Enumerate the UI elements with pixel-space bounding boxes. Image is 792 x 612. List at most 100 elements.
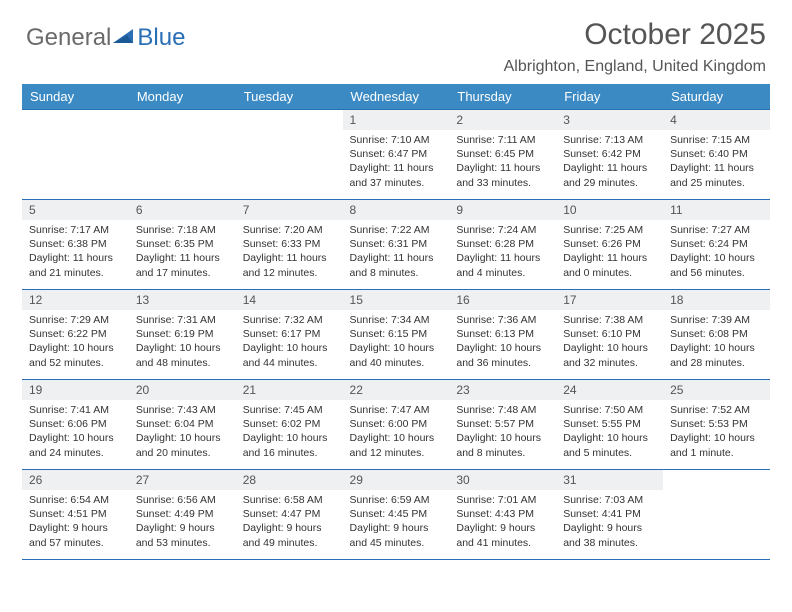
day-number: 27	[129, 470, 236, 490]
calendar-cell: 10Sunrise: 7:25 AMSunset: 6:26 PMDayligh…	[556, 200, 663, 290]
weekday-header: Saturday	[663, 84, 770, 110]
weekday-header: Sunday	[22, 84, 129, 110]
calendar-cell: 6Sunrise: 7:18 AMSunset: 6:35 PMDaylight…	[129, 200, 236, 290]
calendar-row: 5Sunrise: 7:17 AMSunset: 6:38 PMDaylight…	[22, 200, 770, 290]
calendar-cell: 20Sunrise: 7:43 AMSunset: 6:04 PMDayligh…	[129, 380, 236, 470]
triangle-icon	[113, 24, 135, 52]
calendar-cell: 19Sunrise: 7:41 AMSunset: 6:06 PMDayligh…	[22, 380, 129, 470]
calendar-cell: 3Sunrise: 7:13 AMSunset: 6:42 PMDaylight…	[556, 110, 663, 200]
day-details: Sunrise: 7:10 AMSunset: 6:47 PMDaylight:…	[343, 130, 450, 196]
calendar-row: 1Sunrise: 7:10 AMSunset: 6:47 PMDaylight…	[22, 110, 770, 200]
day-details: Sunrise: 7:45 AMSunset: 6:02 PMDaylight:…	[236, 400, 343, 466]
day-number: 5	[22, 200, 129, 220]
calendar-body: 1Sunrise: 7:10 AMSunset: 6:47 PMDaylight…	[22, 110, 770, 560]
day-number: 26	[22, 470, 129, 490]
weekday-header: Tuesday	[236, 84, 343, 110]
day-number: 8	[343, 200, 450, 220]
day-details: Sunrise: 7:32 AMSunset: 6:17 PMDaylight:…	[236, 310, 343, 376]
calendar-cell: 28Sunrise: 6:58 AMSunset: 4:47 PMDayligh…	[236, 470, 343, 560]
logo-text-blue: Blue	[137, 24, 185, 52]
calendar-row: 19Sunrise: 7:41 AMSunset: 6:06 PMDayligh…	[22, 380, 770, 470]
day-number: 12	[22, 290, 129, 310]
day-details: Sunrise: 7:47 AMSunset: 6:00 PMDaylight:…	[343, 400, 450, 466]
calendar-cell: 7Sunrise: 7:20 AMSunset: 6:33 PMDaylight…	[236, 200, 343, 290]
calendar-cell: 27Sunrise: 6:56 AMSunset: 4:49 PMDayligh…	[129, 470, 236, 560]
day-details: Sunrise: 7:13 AMSunset: 6:42 PMDaylight:…	[556, 130, 663, 196]
day-number: 17	[556, 290, 663, 310]
calendar-cell: 9Sunrise: 7:24 AMSunset: 6:28 PMDaylight…	[449, 200, 556, 290]
calendar-cell: 11Sunrise: 7:27 AMSunset: 6:24 PMDayligh…	[663, 200, 770, 290]
day-details: Sunrise: 7:11 AMSunset: 6:45 PMDaylight:…	[449, 130, 556, 196]
day-details: Sunrise: 7:27 AMSunset: 6:24 PMDaylight:…	[663, 220, 770, 286]
day-details: Sunrise: 7:31 AMSunset: 6:19 PMDaylight:…	[129, 310, 236, 376]
day-number: 20	[129, 380, 236, 400]
day-number: 10	[556, 200, 663, 220]
day-number: 18	[663, 290, 770, 310]
day-number: 31	[556, 470, 663, 490]
weekday-header: Wednesday	[343, 84, 450, 110]
day-number: 29	[343, 470, 450, 490]
day-number: 3	[556, 110, 663, 130]
calendar-cell: 17Sunrise: 7:38 AMSunset: 6:10 PMDayligh…	[556, 290, 663, 380]
calendar-cell: 8Sunrise: 7:22 AMSunset: 6:31 PMDaylight…	[343, 200, 450, 290]
calendar-cell: 31Sunrise: 7:03 AMSunset: 4:41 PMDayligh…	[556, 470, 663, 560]
calendar-cell	[129, 110, 236, 200]
day-number: 4	[663, 110, 770, 130]
day-details: Sunrise: 7:15 AMSunset: 6:40 PMDaylight:…	[663, 130, 770, 196]
day-number: 11	[663, 200, 770, 220]
day-details: Sunrise: 7:43 AMSunset: 6:04 PMDaylight:…	[129, 400, 236, 466]
day-details: Sunrise: 7:18 AMSunset: 6:35 PMDaylight:…	[129, 220, 236, 286]
day-number: 9	[449, 200, 556, 220]
title-block: October 2025 Albrighton, England, United…	[504, 18, 766, 76]
day-details: Sunrise: 7:24 AMSunset: 6:28 PMDaylight:…	[449, 220, 556, 286]
calendar-cell: 2Sunrise: 7:11 AMSunset: 6:45 PMDaylight…	[449, 110, 556, 200]
day-number: 6	[129, 200, 236, 220]
day-number: 2	[449, 110, 556, 130]
day-details: Sunrise: 7:41 AMSunset: 6:06 PMDaylight:…	[22, 400, 129, 466]
day-number: 25	[663, 380, 770, 400]
day-number: 7	[236, 200, 343, 220]
calendar-cell: 4Sunrise: 7:15 AMSunset: 6:40 PMDaylight…	[663, 110, 770, 200]
calendar-table: Sunday Monday Tuesday Wednesday Thursday…	[22, 84, 770, 560]
calendar-cell: 13Sunrise: 7:31 AMSunset: 6:19 PMDayligh…	[129, 290, 236, 380]
calendar-cell: 22Sunrise: 7:47 AMSunset: 6:00 PMDayligh…	[343, 380, 450, 470]
day-number: 23	[449, 380, 556, 400]
calendar-cell: 23Sunrise: 7:48 AMSunset: 5:57 PMDayligh…	[449, 380, 556, 470]
weekday-header: Friday	[556, 84, 663, 110]
calendar-cell	[236, 110, 343, 200]
calendar-row: 26Sunrise: 6:54 AMSunset: 4:51 PMDayligh…	[22, 470, 770, 560]
day-number: 24	[556, 380, 663, 400]
logo: General Blue	[26, 18, 185, 52]
weekday-header: Thursday	[449, 84, 556, 110]
calendar-cell: 26Sunrise: 6:54 AMSunset: 4:51 PMDayligh…	[22, 470, 129, 560]
day-details: Sunrise: 6:56 AMSunset: 4:49 PMDaylight:…	[129, 490, 236, 556]
day-number: 28	[236, 470, 343, 490]
day-number: 16	[449, 290, 556, 310]
day-details: Sunrise: 7:38 AMSunset: 6:10 PMDaylight:…	[556, 310, 663, 376]
day-number: 22	[343, 380, 450, 400]
day-details: Sunrise: 7:39 AMSunset: 6:08 PMDaylight:…	[663, 310, 770, 376]
header: General Blue October 2025 Albrighton, En…	[22, 18, 770, 76]
day-details: Sunrise: 7:48 AMSunset: 5:57 PMDaylight:…	[449, 400, 556, 466]
calendar-cell: 15Sunrise: 7:34 AMSunset: 6:15 PMDayligh…	[343, 290, 450, 380]
calendar-cell	[22, 110, 129, 200]
day-details: Sunrise: 7:20 AMSunset: 6:33 PMDaylight:…	[236, 220, 343, 286]
calendar-cell: 25Sunrise: 7:52 AMSunset: 5:53 PMDayligh…	[663, 380, 770, 470]
calendar-cell: 30Sunrise: 7:01 AMSunset: 4:43 PMDayligh…	[449, 470, 556, 560]
calendar-cell: 29Sunrise: 6:59 AMSunset: 4:45 PMDayligh…	[343, 470, 450, 560]
calendar-cell: 18Sunrise: 7:39 AMSunset: 6:08 PMDayligh…	[663, 290, 770, 380]
day-details: Sunrise: 7:34 AMSunset: 6:15 PMDaylight:…	[343, 310, 450, 376]
day-details: Sunrise: 7:36 AMSunset: 6:13 PMDaylight:…	[449, 310, 556, 376]
calendar-row: 12Sunrise: 7:29 AMSunset: 6:22 PMDayligh…	[22, 290, 770, 380]
calendar-cell: 1Sunrise: 7:10 AMSunset: 6:47 PMDaylight…	[343, 110, 450, 200]
calendar-cell: 12Sunrise: 7:29 AMSunset: 6:22 PMDayligh…	[22, 290, 129, 380]
calendar-cell	[663, 470, 770, 560]
day-details: Sunrise: 7:01 AMSunset: 4:43 PMDaylight:…	[449, 490, 556, 556]
day-number: 13	[129, 290, 236, 310]
weekday-header: Monday	[129, 84, 236, 110]
day-details: Sunrise: 6:58 AMSunset: 4:47 PMDaylight:…	[236, 490, 343, 556]
calendar-cell: 5Sunrise: 7:17 AMSunset: 6:38 PMDaylight…	[22, 200, 129, 290]
day-number: 21	[236, 380, 343, 400]
day-details: Sunrise: 7:03 AMSunset: 4:41 PMDaylight:…	[556, 490, 663, 556]
day-details: Sunrise: 7:52 AMSunset: 5:53 PMDaylight:…	[663, 400, 770, 466]
